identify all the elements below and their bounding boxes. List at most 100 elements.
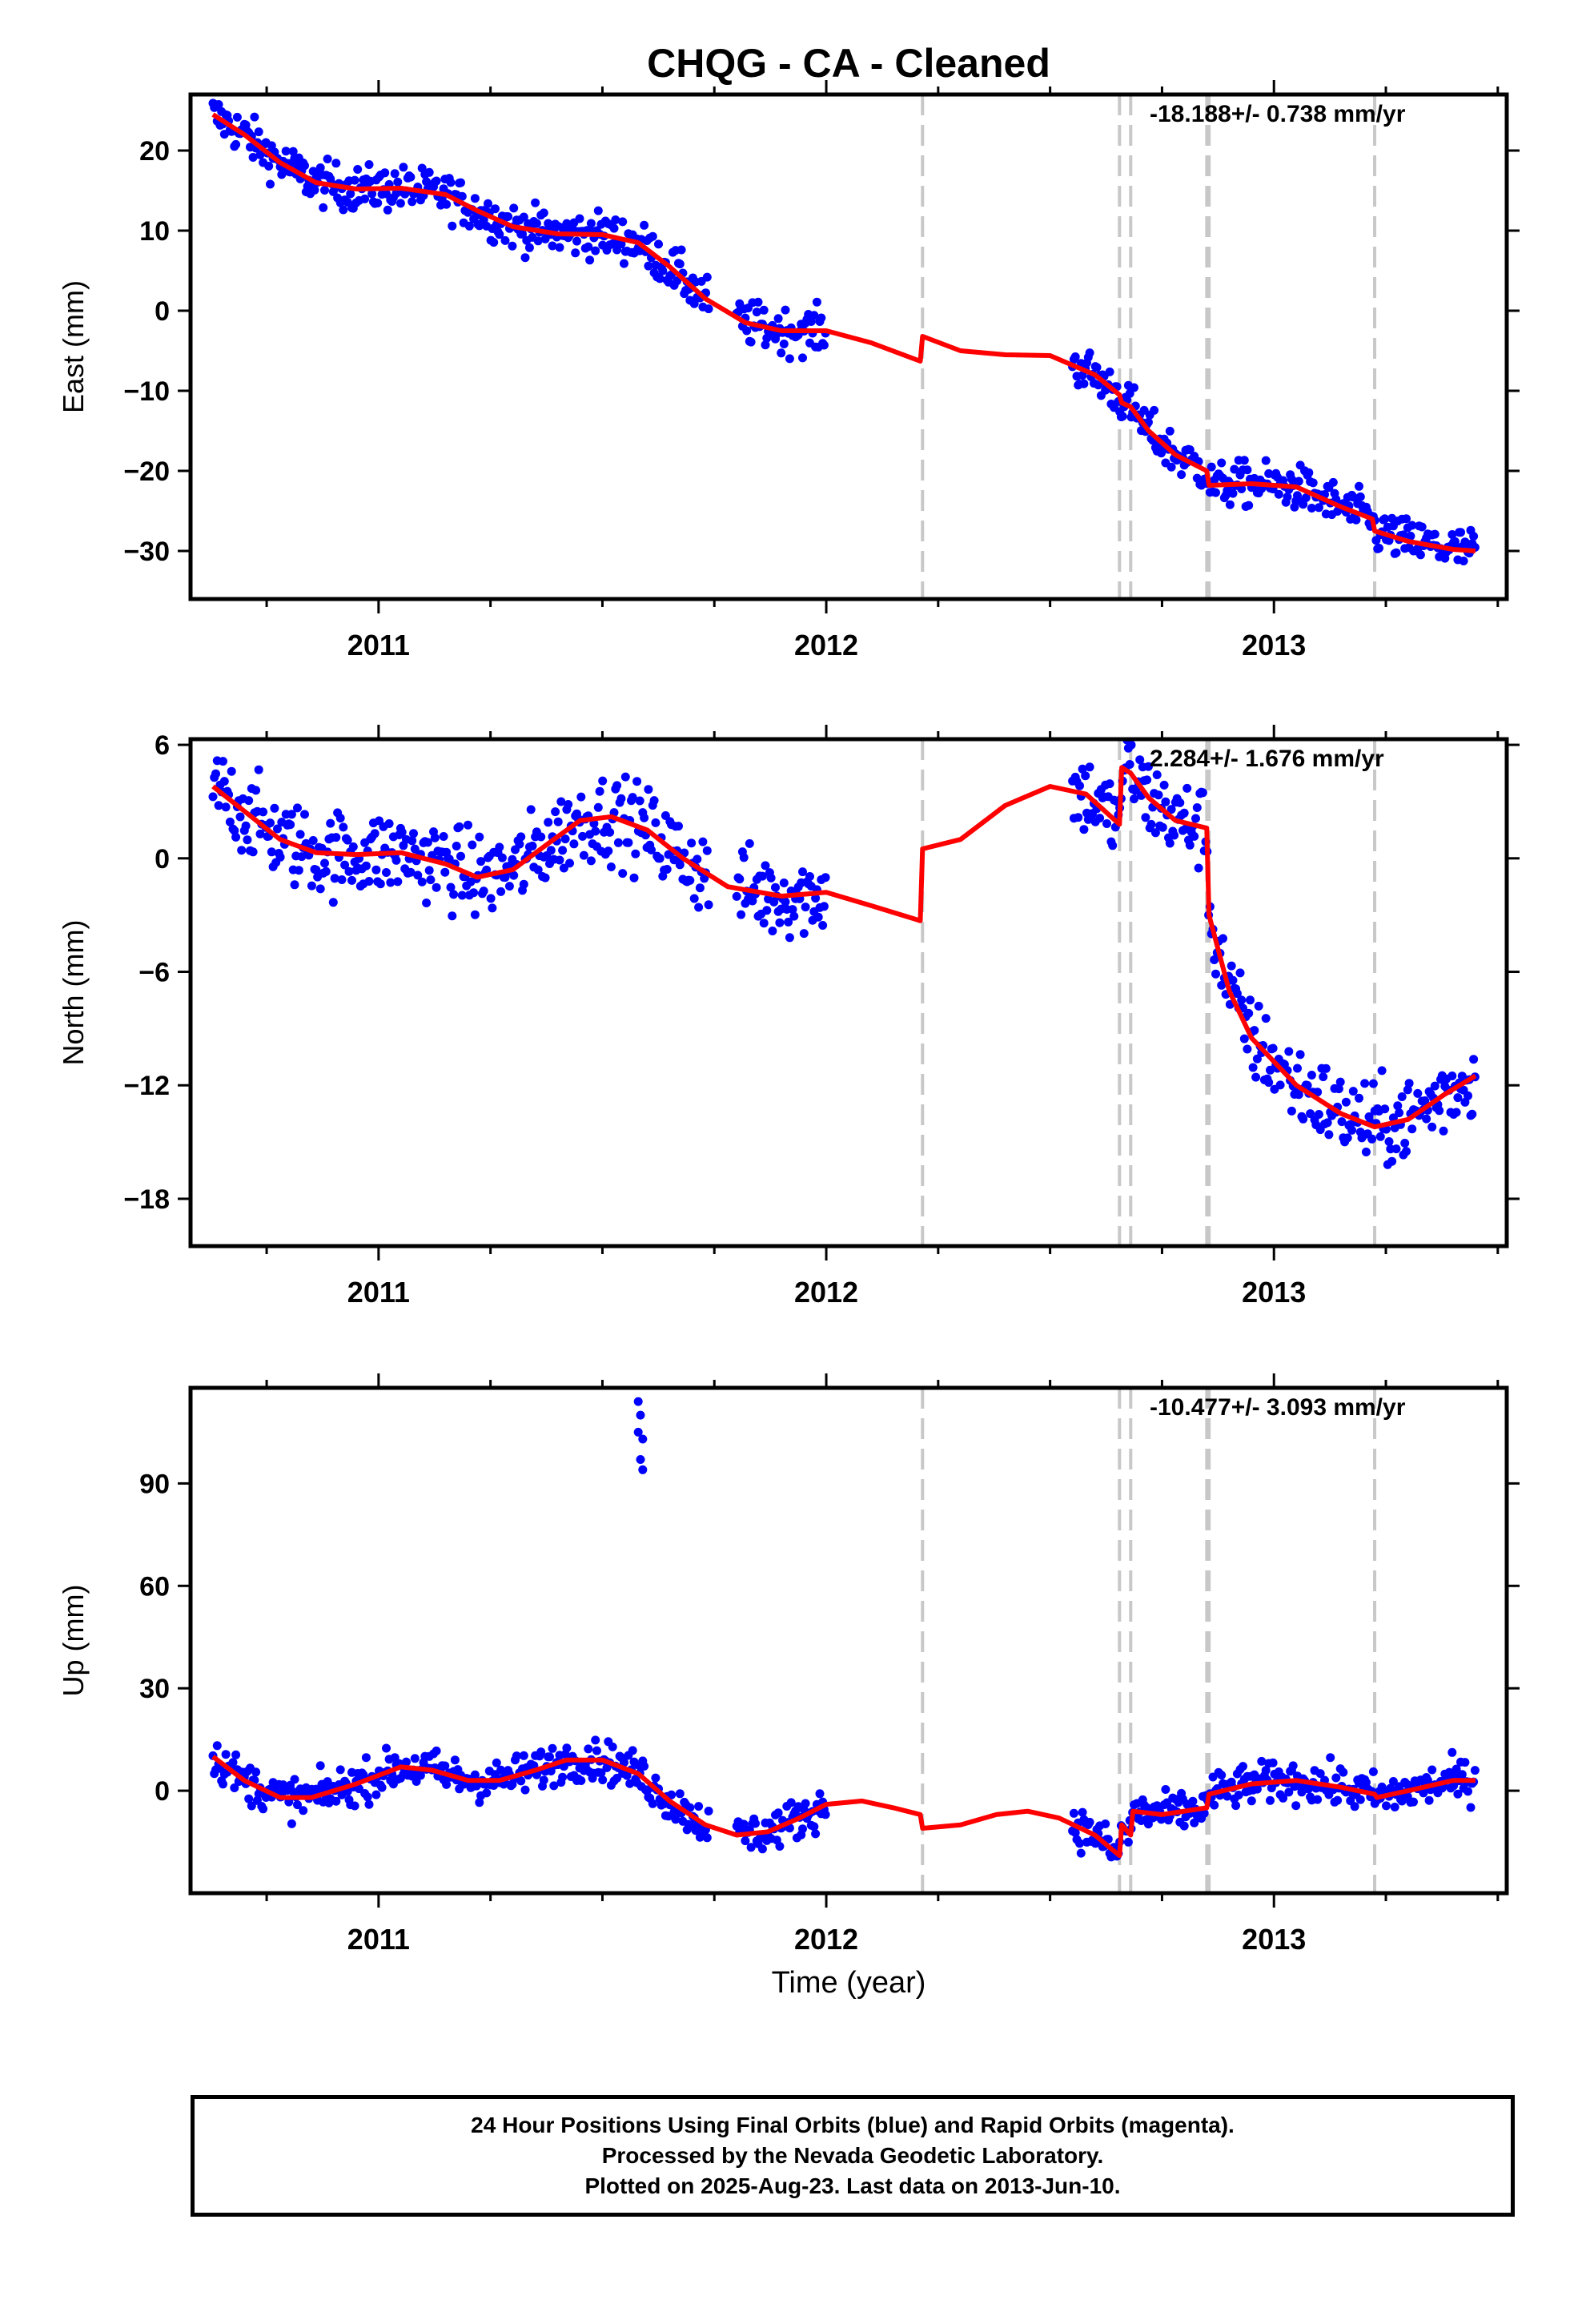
data-point <box>545 1752 554 1762</box>
data-point <box>295 830 305 839</box>
data-point <box>319 203 328 212</box>
data-point <box>1179 1821 1189 1831</box>
data-point <box>1397 1092 1407 1101</box>
data-point <box>635 796 644 806</box>
data-point <box>450 1755 460 1765</box>
data-point <box>631 849 640 858</box>
data-point <box>1348 1087 1358 1096</box>
data-point <box>1130 794 1138 804</box>
x-tick-label: 2013 <box>1242 1276 1306 1309</box>
data-point <box>605 827 615 837</box>
data-point <box>413 870 423 880</box>
data-point <box>1456 528 1465 537</box>
data-point <box>1307 504 1316 513</box>
data-point <box>644 785 653 794</box>
data-point <box>675 860 685 870</box>
data-point <box>752 308 761 317</box>
data-point <box>629 873 639 883</box>
data-point <box>254 765 263 774</box>
data-point <box>243 835 252 845</box>
data-point <box>1447 530 1457 539</box>
data-point <box>1333 1795 1343 1805</box>
data-point <box>556 797 566 806</box>
data-point <box>270 803 279 813</box>
data-point <box>408 197 417 207</box>
data-point <box>251 786 261 795</box>
data-point <box>393 177 403 187</box>
data-point <box>482 865 492 875</box>
data-point <box>694 903 704 912</box>
data-point <box>548 1743 557 1753</box>
data-point <box>409 829 418 838</box>
data-point <box>259 807 268 817</box>
data-point <box>555 243 564 252</box>
data-point <box>422 899 432 907</box>
data-point <box>1078 371 1087 380</box>
data-point <box>281 147 291 156</box>
data-point <box>819 902 829 911</box>
data-point <box>1439 1126 1448 1136</box>
data-point <box>651 818 661 827</box>
data-point <box>1335 1077 1345 1087</box>
data-point <box>504 882 514 891</box>
caption-box: 24 Hour Positions Using Final Orbits (bl… <box>191 2095 1515 2217</box>
plot-frame <box>188 737 1509 1248</box>
rate-annotation: -18.188+/- 0.738 mm/yr <box>1150 101 1406 127</box>
data-point <box>636 1455 645 1464</box>
data-point <box>1347 1125 1356 1135</box>
data-point <box>575 214 584 223</box>
data-point <box>1350 1802 1359 1811</box>
data-point <box>464 221 474 231</box>
data-point <box>798 353 807 363</box>
data-point <box>446 883 456 892</box>
data-point <box>606 862 616 871</box>
data-point <box>1079 825 1089 834</box>
data-point <box>746 337 756 347</box>
data-point <box>1234 1791 1243 1799</box>
data-point <box>353 165 363 174</box>
data-point <box>813 912 823 922</box>
model-fit-line <box>211 765 1477 1130</box>
x-tick-label: 2011 <box>347 1923 410 1956</box>
data-point <box>1190 831 1199 841</box>
data-point <box>393 877 403 887</box>
data-point <box>1079 379 1089 388</box>
data-point <box>1279 1793 1288 1803</box>
data-point <box>1075 781 1084 790</box>
data-point <box>340 860 350 870</box>
data-point <box>1452 1764 1461 1774</box>
plot-area <box>208 739 1480 1246</box>
data-point <box>491 204 500 214</box>
data-point <box>430 833 440 842</box>
panel-east: 20 10 0 −10 −20 −30 2011 2012 2013 East (mm) -18.1… <box>57 80 1520 661</box>
data-point <box>819 340 829 350</box>
data-point <box>331 833 341 842</box>
data-point <box>1246 995 1255 1005</box>
data-point <box>495 842 504 852</box>
data-point <box>593 206 603 215</box>
chart-title: CHQG - CA - Cleaned <box>647 41 1050 86</box>
data-point <box>1382 1801 1391 1811</box>
data-point <box>1314 503 1323 513</box>
data-point <box>219 777 229 786</box>
data-point <box>1081 771 1090 781</box>
data-point <box>1355 1093 1363 1103</box>
panel-up: 90 60 30 0 2011 2012 2013 Up (mm) -10.477+/- 3.0… <box>57 1373 1520 1956</box>
data-point <box>417 877 427 887</box>
data-point <box>1191 814 1200 823</box>
data-point <box>1165 426 1174 436</box>
data-point <box>667 1790 677 1799</box>
data-point <box>1321 1063 1331 1073</box>
data-point <box>546 846 556 855</box>
data-point <box>331 159 341 168</box>
data-point <box>757 1844 767 1854</box>
data-point <box>486 894 496 903</box>
data-point <box>1175 798 1185 807</box>
data-point <box>1228 489 1238 498</box>
data-point <box>241 821 251 830</box>
data-point <box>350 175 359 185</box>
data-point <box>809 311 819 320</box>
data-point <box>695 883 705 893</box>
data-point <box>273 824 282 834</box>
data-point <box>551 807 560 817</box>
